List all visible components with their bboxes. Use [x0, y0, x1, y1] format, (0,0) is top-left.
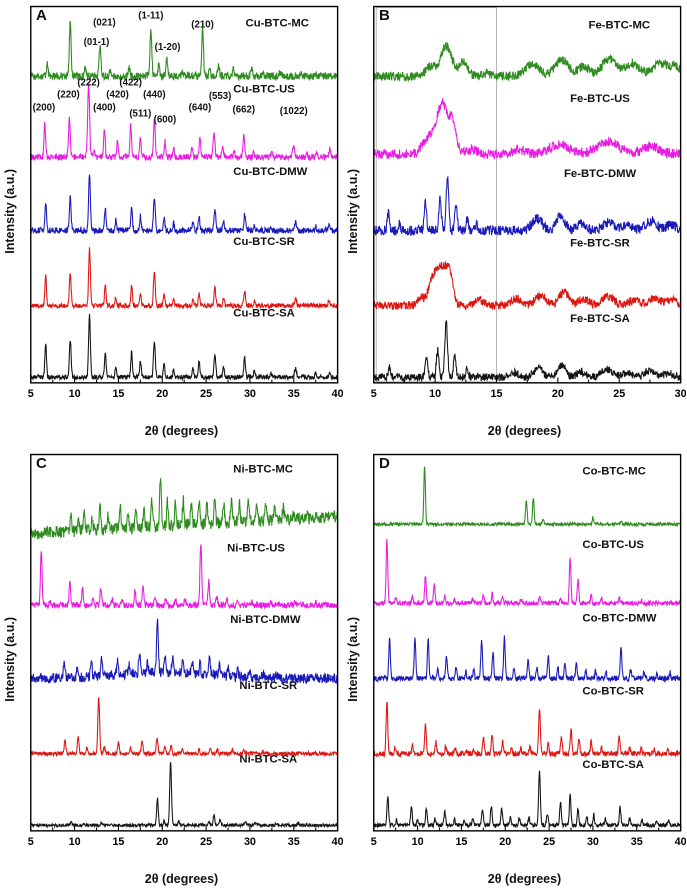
x-tick-label: 5 — [28, 388, 34, 400]
peak-annotation: (01-1) — [84, 37, 110, 48]
panel-C: Intensity (a.u.) Ni-BTC-SA Ni-BTC-SR Ni-BT… — [0, 448, 343, 896]
x-tick-label: 25 — [613, 388, 625, 400]
panel-letter-B: B — [379, 7, 390, 24]
peak-annotation: (1022) — [280, 106, 308, 117]
peak-annotation: (511) — [129, 108, 151, 119]
trace-label: Ni-BTC-SA — [239, 753, 297, 765]
x-tick-label: 20 — [552, 388, 564, 400]
x-tick-label: 25 — [200, 388, 212, 400]
peak-annotation: (420) — [106, 90, 129, 101]
peak-annotation: (662) — [233, 105, 256, 116]
x-tick-label: 20 — [499, 836, 511, 848]
x-tick-label: 40 — [332, 836, 343, 848]
peak-annotation: (422) — [119, 78, 142, 89]
trace-label: Cu-BTC-SR — [233, 236, 295, 248]
x-tick-label: 5 — [371, 388, 377, 400]
panel-letter-C: C — [36, 455, 47, 472]
xrd-plot-C: Ni-BTC-SANi-BTC-SRNi-BTC-DMWNi-BTC-USNi-… — [28, 453, 343, 848]
peak-annotation: (222) — [77, 78, 100, 89]
xrd-plot-B: Fe-BTC-SA Fe-BTC-SR Fe-BTC-DMW Fe-BTC-US Fe-… — [371, 5, 686, 400]
x-tick-label: 40 — [332, 388, 343, 400]
trace-label: Fe-BTC-SA — [570, 313, 630, 325]
x-tick-label: 30 — [587, 836, 599, 848]
panel-D: Intensity (a.u.) Co-BTC-SA Co-BTC-SR Co-BT… — [343, 448, 686, 896]
trace-label: Cu-BTC-DMW — [233, 166, 307, 178]
y-axis-label-D: Intensity (a.u.) — [346, 616, 360, 702]
x-tick-label: 15 — [491, 388, 503, 400]
trace-label: Co-BTC-MC — [582, 465, 645, 477]
x-tick-label: 20 — [156, 836, 168, 848]
peak-annotation: (200) — [33, 102, 56, 113]
trace-label: Co-BTC-SR — [582, 686, 644, 698]
peak-annotation: (600) — [154, 114, 177, 125]
peak-annotation: (553) — [209, 91, 232, 102]
y-axis-label-B: Intensity (a.u.) — [346, 168, 360, 254]
trace-label: Cu-BTC-US — [233, 83, 295, 95]
x-tick-label: 20 — [156, 388, 168, 400]
xrd-plot-D: Co-BTC-SA Co-BTC-SR Co-BTC-DMW Co-BTC-US Co-… — [371, 453, 686, 848]
x-tick-label: 25 — [200, 836, 212, 848]
x-tick-label: 15 — [455, 836, 467, 848]
trace-label: Co-BTC-DMW — [582, 612, 656, 624]
peak-annotation: (210) — [191, 19, 214, 30]
panel-letter-D: D — [379, 455, 390, 472]
trace-label: Ni-BTC-US — [227, 543, 285, 555]
x-tick-label: 10 — [412, 836, 424, 848]
x-tick-label: 10 — [429, 388, 441, 400]
x-axis-label-B: 2θ (degrees) — [487, 424, 562, 438]
peak-annotation: (640) — [189, 102, 212, 113]
x-tick-label: 40 — [675, 836, 686, 848]
x-tick-label: 5 — [371, 836, 377, 848]
x-tick-label: 25 — [543, 836, 555, 848]
trace-label: Cu-BTC-SA — [233, 307, 295, 319]
y-axis-label-A: Intensity (a.u.) — [3, 168, 17, 254]
x-tick-label: 10 — [69, 388, 81, 400]
trace-label: Fe-BTC-MC — [589, 19, 651, 31]
plot-area-A: Cu-BTC-SA Cu-BTC-SR Cu-BTC-DMW Cu-BTC-US Cu-… — [20, 0, 343, 422]
trace-label: Ni-BTC-MC — [233, 464, 293, 476]
plot-area-D: Co-BTC-SA Co-BTC-SR Co-BTC-DMW Co-BTC-US Co-… — [363, 448, 686, 870]
trace-label: Co-BTC-SA — [582, 759, 644, 771]
peak-annotation: (220) — [57, 90, 80, 101]
x-tick-label: 30 — [675, 388, 686, 400]
plot-area-C: Ni-BTC-SA Ni-BTC-SR Ni-BTC-DMW Ni-BTC-US Ni-… — [20, 448, 343, 870]
x-tick-label: 35 — [288, 388, 300, 400]
peak-annotation: (1-20) — [155, 42, 181, 53]
peak-annotation: (440) — [143, 90, 166, 101]
trace-label: Co-BTC-US — [582, 539, 644, 551]
y-axis-label-C: Intensity (a.u.) — [3, 616, 17, 702]
x-axis-label-C: 2θ (degrees) — [144, 872, 219, 886]
x-tick-label: 15 — [112, 836, 124, 848]
panel-A: Intensity (a.u.) Cu-BTC-SA Cu-BTC-SR Cu-BT… — [0, 0, 343, 448]
trace-label: Fe-BTC-US — [570, 93, 630, 105]
x-axis-label-A: 2θ (degrees) — [144, 424, 219, 438]
x-tick-label: 5 — [28, 836, 34, 848]
x-tick-label: 35 — [288, 836, 300, 848]
x-tick-label: 15 — [112, 388, 124, 400]
x-tick-label: 35 — [631, 836, 643, 848]
xrd-plot-A: Cu-BTC-SA Cu-BTC-SR Cu-BTC-DMW Cu-BTC-US Cu-… — [28, 5, 343, 400]
panel-B: Intensity (a.u.) Fe-BTC-SA Fe-BTC-SR Fe-BT… — [343, 0, 686, 448]
x-tick-label: 10 — [69, 836, 81, 848]
x-tick-label: 30 — [244, 836, 256, 848]
peak-annotation: (400) — [93, 102, 116, 113]
panel-letter-A: A — [36, 7, 47, 24]
x-axis-label-D: 2θ (degrees) — [487, 872, 562, 886]
trace-label: Fe-BTC-DMW — [564, 168, 636, 180]
plot-area-B: Fe-BTC-SA Fe-BTC-SR Fe-BTC-DMW Fe-BTC-US Fe-… — [363, 0, 686, 422]
peak-annotation: (021) — [93, 17, 116, 28]
peak-annotation: (1-11) — [138, 11, 163, 22]
trace-label: Fe-BTC-SR — [570, 238, 630, 250]
x-tick-label: 30 — [244, 388, 256, 400]
trace-label: Ni-BTC-DMW — [230, 614, 301, 626]
trace-label: Cu-BTC-MC — [246, 17, 309, 29]
